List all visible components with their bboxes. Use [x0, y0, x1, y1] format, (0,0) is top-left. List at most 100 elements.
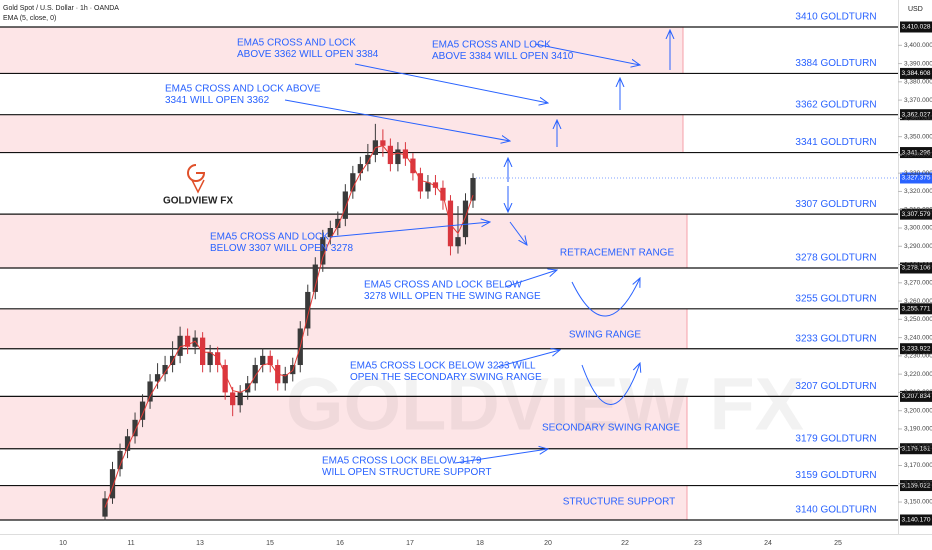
price-tag-label: 3,140.170 [902, 517, 931, 524]
price-tag-label: 3,410.028 [902, 24, 931, 31]
level-label: 3233 GOLDTURN [795, 333, 876, 344]
candle-body [237, 392, 243, 406]
logo-icon [191, 179, 205, 194]
candle-body [184, 335, 191, 347]
price-tag-label: 3,207.834 [902, 393, 931, 400]
price-tag-label: 3,278.106 [902, 265, 931, 272]
y-tick-label: 3,280.000 [904, 261, 932, 268]
y-tick-label: 3,380.000 [904, 79, 932, 86]
price-tag [900, 109, 932, 121]
annotation: OPEN THE SECONDARY SWING RANGE [350, 372, 542, 383]
level-label: 3384 GOLDTURN [795, 58, 876, 69]
candle-body [117, 450, 123, 470]
annotation: EMA5 CROSS AND LOCK ABOVE [165, 84, 321, 95]
annotation: 3341 WILL OPEN 3362 [165, 95, 270, 106]
price-tag-label: 3,307.579 [902, 211, 931, 218]
y-tick-label: 3,240.000 [904, 334, 932, 341]
currency: USD [908, 6, 923, 13]
y-tick-label: 3,160.000 [904, 480, 932, 487]
zone [0, 214, 687, 268]
candle-body [207, 352, 213, 366]
candle-body [162, 365, 168, 375]
annotation: EMA5 CROSS LOCK BELOW 3233 WILL [350, 361, 536, 372]
candle-body [357, 164, 363, 174]
watermark: GOLDVIEW FX [286, 363, 804, 446]
y-tick-label: 3,390.000 [904, 60, 932, 67]
candle-body [320, 237, 326, 265]
candle-body [139, 401, 146, 420]
candle-body [417, 173, 424, 192]
arrow [534, 43, 640, 65]
price-tag-label: 3,255.771 [902, 306, 931, 313]
annotation: EMA5 CROSS AND LOCK [237, 38, 356, 49]
y-tick-label: 3,180.000 [904, 444, 932, 451]
price-tag-label: 3,384.608 [902, 70, 931, 77]
zone [0, 308, 687, 349]
level-label: 3307 GOLDTURN [795, 199, 876, 210]
candle-body [222, 365, 228, 393]
range-label: SWING RANGE [569, 330, 642, 341]
annotation: EMA5 CROSS LOCK BELOW 3179 [322, 456, 482, 467]
candle-body [282, 374, 288, 384]
candle-body [267, 355, 273, 366]
y-tick-label: 3,330.000 [904, 170, 932, 177]
candle-body [365, 154, 371, 165]
zones [0, 26, 688, 520]
zone [0, 114, 683, 153]
x-tick-label: 18 [476, 540, 484, 547]
current-price-label: 3,327.375 [902, 175, 931, 182]
y-tick-label: 3,320.000 [904, 188, 932, 195]
y-tick-label: 3,340.000 [904, 152, 932, 159]
level-label: 3278 GOLDTURN [795, 253, 876, 264]
y-tick-label: 3,400.000 [904, 42, 932, 49]
current-price-tag [900, 172, 932, 184]
y-tick-label: 3,270.000 [904, 280, 932, 287]
price-tag [900, 343, 932, 355]
indicator: EMA (5, close, 0) [3, 15, 56, 22]
arrows [284, 30, 670, 464]
ema-line [104, 145, 474, 508]
price-tag [900, 480, 932, 492]
candle-body [425, 182, 431, 192]
candle-body [252, 365, 258, 384]
candle-body [470, 177, 476, 201]
price-tag-label: 3,362.027 [902, 111, 931, 118]
arrow [504, 270, 557, 288]
candle-body [350, 173, 356, 192]
level-label: 3255 GOLDTURN [795, 293, 876, 304]
annotation: ABOVE 3384 WILL OPEN 3410 [432, 51, 574, 62]
candle-body [380, 140, 386, 146]
y-tick-label: 3,290.000 [904, 243, 932, 250]
x-tick-label: 23 [694, 540, 702, 547]
zone [0, 26, 683, 74]
price-tag [900, 208, 932, 220]
y-tick-label: 3,350.000 [904, 133, 932, 140]
x-tick-label: 16 [336, 540, 344, 547]
range-label: STRUCTURE SUPPORT [563, 497, 676, 508]
y-tick-label: 3,190.000 [904, 426, 932, 433]
candle-body [440, 187, 446, 201]
candle-body [395, 149, 401, 165]
y-tick-label: 3,220.000 [904, 371, 932, 378]
y-tick-label: 3,250.000 [904, 316, 932, 323]
price-tag [900, 514, 932, 526]
candle-body [260, 355, 266, 366]
price-tag-label: 3,341.296 [902, 149, 931, 156]
arrow [496, 350, 560, 368]
levels: 3410 GOLDTURN 3,410.028 3384 GOLDTURN 3,384… [0, 12, 932, 526]
candle-body [124, 436, 131, 451]
y-tick-label: 3,310.000 [904, 206, 932, 213]
candle-body [147, 381, 153, 402]
candle-body [432, 182, 439, 188]
y-tick-label: 3,260.000 [904, 298, 932, 305]
y-tick-label: 3,370.000 [904, 97, 932, 104]
y-tick-label: 3,210.000 [904, 389, 932, 396]
price-tag [900, 303, 932, 315]
candle-body [342, 191, 348, 219]
candle-body [327, 227, 333, 238]
candle-body [402, 149, 409, 159]
level-label: 3341 GOLDTURN [795, 137, 876, 148]
arrow [571, 278, 640, 317]
y-tick-label: 3,200.000 [904, 407, 932, 414]
x-tick-label: 13 [196, 540, 204, 547]
